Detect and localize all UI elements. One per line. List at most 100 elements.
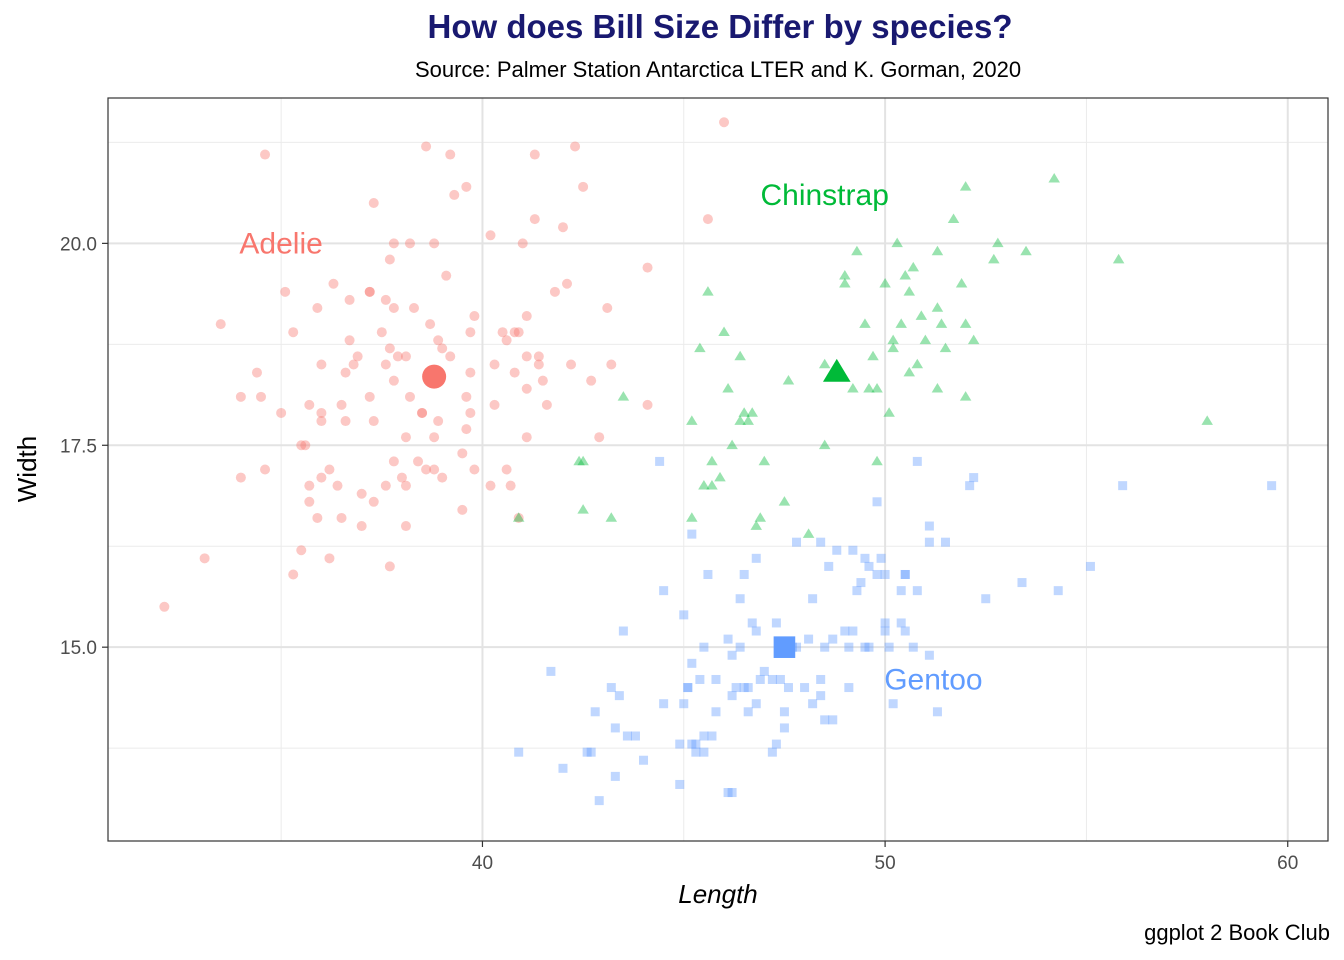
chinstrap-point xyxy=(734,415,746,425)
gentoo-point xyxy=(932,707,942,717)
adelie-point xyxy=(465,367,476,378)
adelie-point xyxy=(340,416,351,427)
chinstrap-point xyxy=(959,391,972,401)
adelie-point xyxy=(485,230,496,241)
gentoo-point xyxy=(1085,561,1095,571)
adelie-point xyxy=(400,521,411,532)
adelie-point xyxy=(533,351,544,362)
chinstrap-label: Chinstrap xyxy=(760,179,888,212)
gentoo-point xyxy=(659,586,669,596)
y-tick-label: 20.0 xyxy=(60,234,97,255)
gentoo-point xyxy=(655,456,665,466)
gentoo-point xyxy=(924,537,934,547)
gentoo-point xyxy=(924,650,934,660)
chinstrap-point xyxy=(867,350,879,361)
chinstrap-point xyxy=(919,334,932,345)
adelie-point xyxy=(388,302,399,313)
adelie-point xyxy=(376,327,387,338)
adelie-point xyxy=(421,141,432,152)
gentoo-point xyxy=(856,578,866,588)
chart-title: How does Bill Size Differ by species? xyxy=(428,8,1013,45)
adelie-point xyxy=(529,149,540,160)
adelie-point xyxy=(521,432,532,443)
chinstrap-point xyxy=(738,407,750,417)
gentoo-point xyxy=(683,683,693,693)
gentoo-point xyxy=(896,586,906,596)
gentoo-point xyxy=(864,561,874,571)
adelie-point xyxy=(388,456,399,467)
chinstrap-point xyxy=(1048,173,1060,183)
means-layer xyxy=(422,358,851,658)
chinstrap-point xyxy=(939,342,952,353)
x-tick-label: 50 xyxy=(875,853,896,874)
y-tick-label: 15.0 xyxy=(60,638,97,659)
gentoo-point xyxy=(884,642,894,652)
gentoo-point xyxy=(1118,481,1128,491)
adelie-point xyxy=(602,302,613,313)
adelie-point xyxy=(388,375,399,386)
chinstrap-point xyxy=(802,528,815,538)
adelie-point xyxy=(497,327,508,338)
chinstrap-point xyxy=(726,439,738,450)
gentoo-point xyxy=(699,747,709,757)
gentoo-point xyxy=(832,545,842,555)
gentoo-point xyxy=(852,586,862,596)
chinstrap-point xyxy=(903,366,916,377)
gentoo-point xyxy=(739,683,749,693)
adelie-point xyxy=(509,367,520,378)
adelie-point xyxy=(260,149,271,160)
adelie-point xyxy=(489,399,500,410)
gentoo-point xyxy=(1053,586,1063,596)
adelie-point xyxy=(356,488,367,499)
adelie-point xyxy=(562,278,573,289)
adelie-point xyxy=(340,367,351,378)
gentoo-point xyxy=(816,537,826,547)
adelie-point xyxy=(521,383,532,394)
gentoo-point xyxy=(546,666,556,676)
gentoo-point xyxy=(614,691,624,701)
chart-subtitle: Source: Palmer Station Antarctica LTER a… xyxy=(415,57,1021,82)
chinstrap-point xyxy=(911,358,924,369)
adelie-point xyxy=(513,512,524,523)
adelie-point xyxy=(445,149,456,160)
chinstrap-point xyxy=(891,237,903,248)
gentoo-label: Gentoo xyxy=(884,663,982,696)
chinstrap-point xyxy=(887,334,899,345)
gentoo-point xyxy=(610,723,620,733)
chinstrap-point xyxy=(931,383,944,393)
gentoo-point xyxy=(912,586,922,596)
chinstrap-point xyxy=(903,286,916,296)
adelie-point xyxy=(509,327,520,338)
adelie-point xyxy=(702,214,713,225)
chinstrap-point xyxy=(907,261,920,272)
chinstrap-point xyxy=(879,278,891,288)
gentoo-point xyxy=(586,747,596,757)
adelie-point xyxy=(384,561,395,572)
gentoo-point xyxy=(630,731,640,741)
adelie-point xyxy=(368,496,379,507)
adelie-point xyxy=(437,472,448,483)
gentoo-point xyxy=(888,699,898,709)
adelie-point xyxy=(251,367,262,378)
gentoo-point xyxy=(675,739,685,749)
gentoo-point xyxy=(848,626,858,636)
gentoo-point xyxy=(691,739,701,749)
adelie-point xyxy=(521,351,532,362)
gentoo-point xyxy=(739,569,749,579)
gentoo-point xyxy=(880,618,890,628)
gentoo-point xyxy=(848,545,858,555)
adelie-point xyxy=(513,327,524,338)
chinstrap-point xyxy=(702,286,714,296)
gentoo-point xyxy=(876,553,886,563)
adelie-point xyxy=(409,302,420,313)
gentoo-point xyxy=(783,683,793,693)
chinstrap-point xyxy=(1201,415,1213,425)
adelie-point xyxy=(296,545,307,556)
chinstrap-point xyxy=(706,455,718,466)
y-axis-title: Width xyxy=(12,436,42,502)
plot-panel: Adelie Chinstrap Gentoo xyxy=(107,97,1329,842)
gentoo-point xyxy=(965,481,975,491)
chinstrap-point xyxy=(915,310,928,320)
adelie-point xyxy=(521,311,532,322)
chinstrap-point xyxy=(1020,245,1032,256)
